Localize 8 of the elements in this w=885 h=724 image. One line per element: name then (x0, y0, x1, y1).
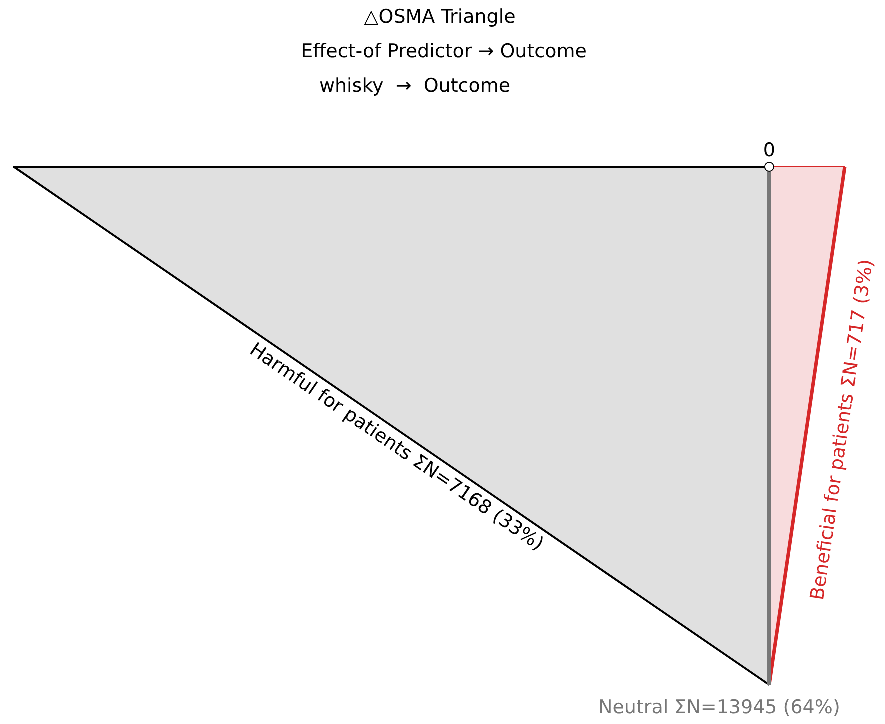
category-label: Neutral (598, 696, 669, 718)
data-label: ΣN=717 (3%) (837, 258, 878, 390)
text: whisky → Outcome (319, 74, 511, 97)
text: 0 (763, 139, 776, 162)
category-label: Beneficial for patients (806, 392, 858, 602)
data-label: ΣN=13945 (64%) (674, 696, 840, 718)
text: △OSMA Triangle (364, 6, 516, 28)
text: Effect-of Predictor → Outcome (301, 40, 587, 62)
